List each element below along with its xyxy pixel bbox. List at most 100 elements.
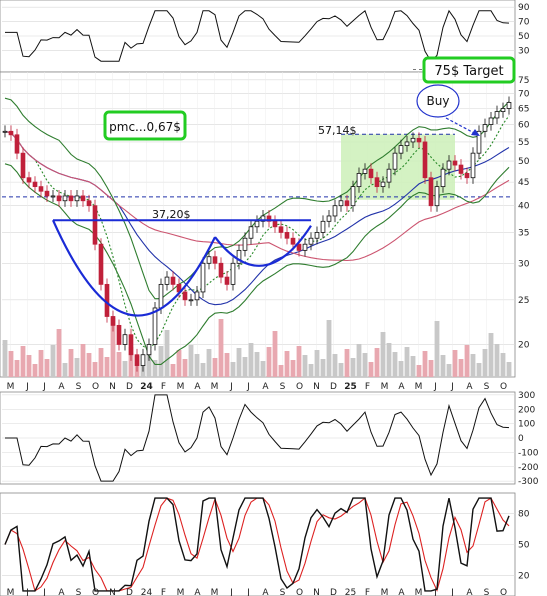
candle-body (470, 152, 476, 179)
candle-body (50, 195, 56, 198)
volume-bar (482, 349, 488, 377)
month-label-bottom: O (500, 588, 507, 596)
volume-bar (152, 360, 158, 377)
volume-bar (20, 346, 26, 377)
candle-body (164, 276, 170, 285)
candle-body (488, 117, 494, 125)
volume-bar (350, 358, 356, 377)
volume-bar (32, 364, 38, 377)
volume-bar (272, 331, 278, 377)
candle-body (32, 181, 38, 188)
month-label: O (500, 382, 507, 392)
volume-bar (410, 356, 416, 377)
candle-body (302, 243, 308, 251)
cci-tick-label: 0 (518, 434, 524, 444)
volume-bar (98, 348, 104, 377)
month-label-bottom: F (161, 588, 166, 596)
volume-bar (392, 352, 398, 377)
candle-body (434, 186, 440, 207)
candle-body (98, 243, 104, 285)
candle-body (392, 152, 398, 170)
cup-curve (51, 219, 216, 317)
volume-bar (116, 352, 122, 377)
month-label-bottom: M (7, 588, 15, 596)
candle-body (248, 226, 254, 239)
candle-body (20, 152, 26, 179)
volume-bar (68, 349, 74, 377)
volume-bar (38, 350, 44, 377)
volume-bar (452, 350, 458, 377)
volume-bar (398, 361, 404, 377)
candle-body (2, 130, 8, 133)
month-label-bottom: S (484, 588, 490, 596)
candle-body (458, 164, 464, 174)
stoch-tick-label: 50 (518, 541, 530, 551)
price-tick-label: 30 (518, 259, 530, 269)
volume-bar (92, 362, 98, 377)
candle-body (212, 256, 218, 264)
candle-body (422, 141, 428, 179)
pmc-callout: pmc...0,67$ (103, 110, 187, 141)
candle-body (296, 243, 302, 251)
candle-body (266, 215, 272, 222)
stoch-tick-label: 20 (518, 571, 530, 581)
month-label: M (211, 382, 219, 392)
candle-body (284, 232, 290, 239)
cci-line (5, 394, 510, 482)
month-label: D (330, 382, 337, 392)
volume-bar (80, 344, 86, 377)
volume-bar (440, 355, 446, 377)
month-label-bottom: S (76, 588, 82, 596)
volume-bar (488, 333, 494, 377)
volume-bar (374, 348, 380, 377)
month-label-bottom: J (450, 588, 454, 596)
buy-label: Buy (427, 94, 450, 108)
candle-body (170, 276, 176, 285)
month-label-bottom: M (211, 588, 219, 596)
volume-bar (368, 362, 374, 377)
month-label-bottom: J (246, 588, 250, 596)
month-label: A (194, 382, 201, 392)
cci-tick-label: -100 (518, 448, 539, 458)
month-label: 25 (344, 382, 357, 392)
month-label: J (229, 382, 233, 392)
volume-bar (308, 364, 314, 377)
candle-body (494, 111, 500, 119)
candle-body (416, 137, 422, 143)
candle-body (122, 334, 128, 345)
target-label: 75$ Target (434, 64, 503, 79)
price-tick-label: 65 (518, 105, 529, 115)
candle-body (140, 354, 146, 366)
volume-bar (182, 359, 188, 377)
candle-body (344, 200, 350, 207)
candle-body (464, 173, 470, 179)
candle-body (128, 334, 134, 356)
volume-bar (320, 359, 326, 377)
month-label: J (25, 382, 29, 392)
month-label: A (262, 382, 269, 392)
volume-bar (422, 351, 428, 377)
cci-tick-label: -300 (518, 477, 539, 487)
candle-body (8, 130, 14, 136)
month-label-bottom: A (194, 588, 201, 596)
month-label-bottom: A (58, 588, 65, 596)
volume-bar (470, 354, 476, 377)
volume-bar (110, 318, 116, 377)
candle-body (482, 124, 488, 132)
volume-bar (146, 351, 152, 377)
month-label-bottom: J (229, 588, 233, 596)
volume-bar (506, 362, 512, 377)
candle-body (500, 108, 506, 113)
candle-body (452, 160, 458, 166)
price-tick-label: 45 (518, 178, 529, 188)
candle-body (428, 177, 434, 207)
candle-body (116, 324, 122, 345)
volume-bar (296, 346, 302, 377)
price-tick-label: 55 (518, 138, 529, 148)
candle-body (308, 237, 314, 245)
volume-bar (14, 360, 20, 377)
candle-body (146, 344, 152, 356)
volume-bar (224, 353, 230, 377)
volume-bar (176, 350, 182, 377)
